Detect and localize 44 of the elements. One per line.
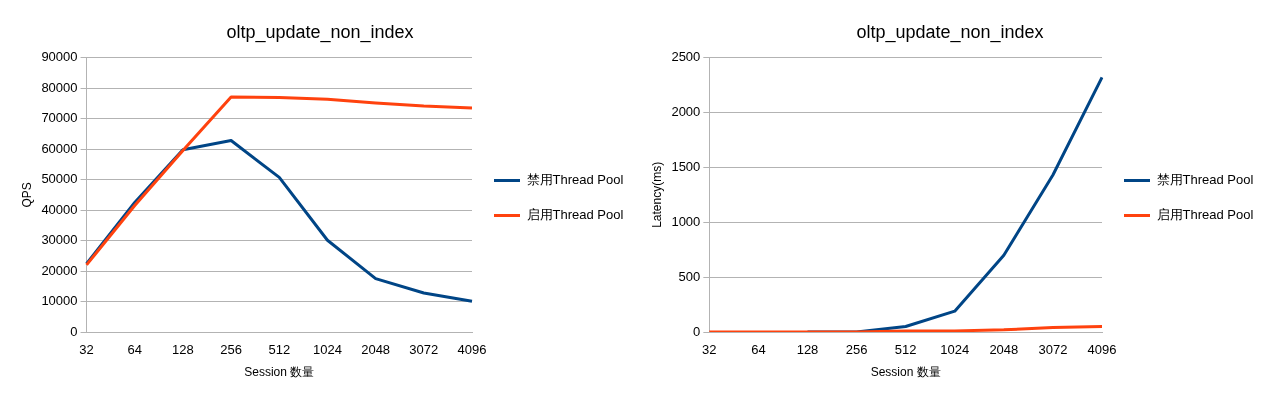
y-tick-label: 70000 xyxy=(41,110,78,126)
y-tick-label: 0 xyxy=(693,323,701,339)
x-tick-label: 2048 xyxy=(361,342,391,358)
x-tick-label: 3072 xyxy=(409,342,439,358)
x-axis-title: Session 数量 xyxy=(244,365,315,380)
x-tick-label: 512 xyxy=(894,342,917,358)
chart-title: oltp_update_non_index xyxy=(226,21,414,43)
legend-label: 启用Thread Pool xyxy=(1156,207,1254,223)
y-tick-label: 60000 xyxy=(41,140,78,156)
x-tick-label: 32 xyxy=(702,342,717,358)
chart-title: oltp_update_non_index xyxy=(856,21,1044,43)
x-tick-label: 1024 xyxy=(940,342,970,358)
y-tick-label: 50000 xyxy=(41,171,78,187)
y-axis-title: QPS xyxy=(19,182,34,208)
legend-label: 启用Thread Pool xyxy=(526,207,624,223)
x-tick-label: 4096 xyxy=(1087,342,1117,358)
x-tick-label: 128 xyxy=(796,342,819,358)
x-tick-label: 4096 xyxy=(457,342,487,358)
y-tick-label: 500 xyxy=(678,268,701,284)
y-tick-label: 90000 xyxy=(41,49,78,65)
x-tick-label: 3072 xyxy=(1038,342,1068,358)
y-axis-title: Latency(ms) xyxy=(649,161,664,228)
x-tick-label: 1024 xyxy=(313,342,342,358)
legend-label: 禁用Thread Pool xyxy=(1156,172,1254,188)
y-tick-label: 1500 xyxy=(671,158,701,174)
y-tick-label: 20000 xyxy=(41,262,78,278)
x-tick-label: 512 xyxy=(268,342,291,358)
x-tick-label: 2048 xyxy=(989,342,1019,358)
y-tick-label: 40000 xyxy=(41,201,78,217)
x-axis-title: Session 数量 xyxy=(870,365,941,380)
x-tick-label: 64 xyxy=(751,342,766,358)
y-tick-label: 10000 xyxy=(41,293,78,309)
y-tick-label: 2500 xyxy=(671,49,701,65)
y-tick-label: 0 xyxy=(70,323,78,339)
x-tick-label: 64 xyxy=(127,342,142,358)
y-tick-label: 30000 xyxy=(41,232,78,248)
y-tick-label: 80000 xyxy=(41,79,78,95)
x-tick-label: 32 xyxy=(79,342,94,358)
x-tick-label: 256 xyxy=(220,342,242,358)
x-tick-label: 256 xyxy=(845,342,868,358)
x-tick-label: 128 xyxy=(172,342,194,358)
y-tick-label: 2000 xyxy=(671,104,701,120)
legend-label: 禁用Thread Pool xyxy=(526,172,624,188)
y-tick-label: 1000 xyxy=(671,213,701,229)
